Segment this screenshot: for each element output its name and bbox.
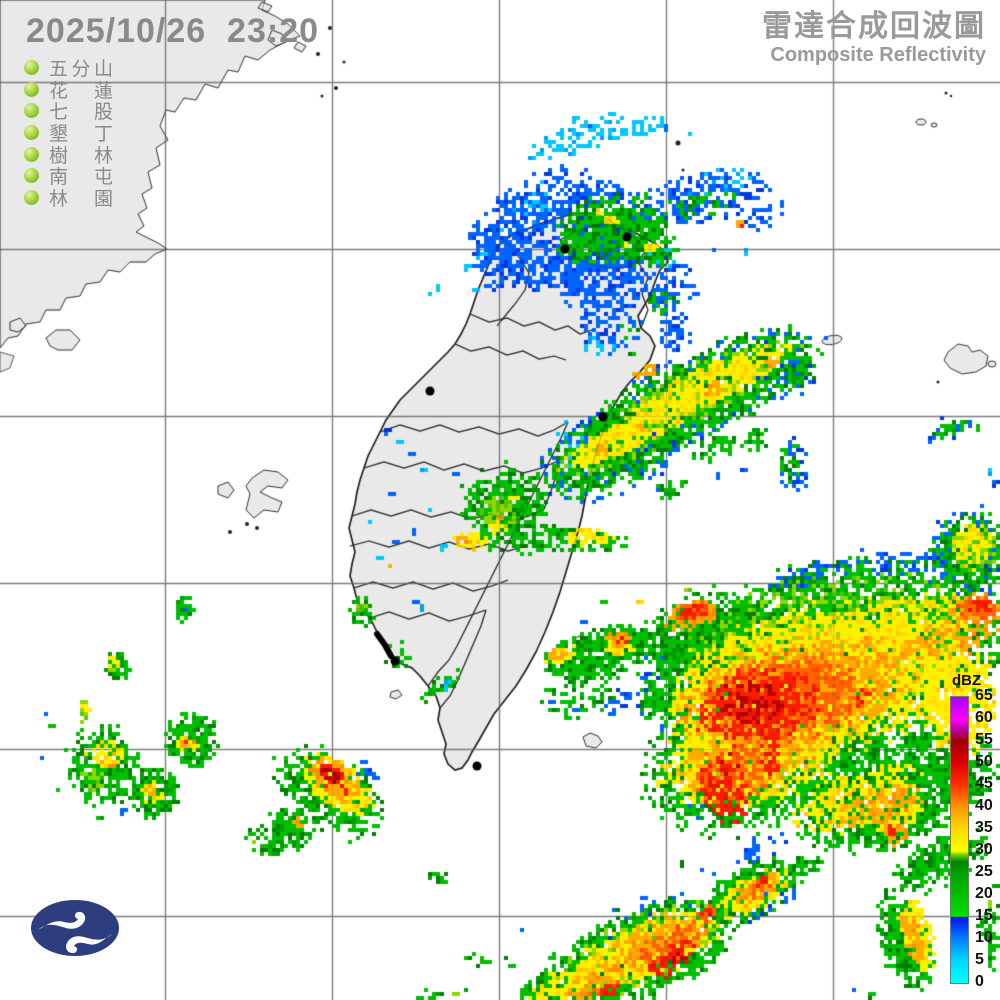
dbz-tick-label: 35 xyxy=(975,819,993,836)
station-name: 南屯 xyxy=(49,167,113,189)
logo-wave-upper xyxy=(38,911,86,930)
station-item: 樹林 xyxy=(24,143,113,167)
station-item: 林園 xyxy=(24,187,113,210)
dbz-tick-label: 25 xyxy=(975,863,993,880)
dbz-tick-label: 55 xyxy=(975,731,993,748)
station-name: 五分山 xyxy=(49,59,113,81)
station-dot-icon xyxy=(24,125,39,141)
station-item: 花蓮 xyxy=(24,79,113,102)
station-legend: 五分山花蓮七股墾丁樹林南屯林園 xyxy=(24,57,113,210)
title-block: 雷達合成回波圖 Composite Reflectivity xyxy=(762,10,986,66)
weather-bureau-logo xyxy=(31,900,119,956)
dbz-tick-label: 0 xyxy=(975,973,984,990)
dbz-tick-label: 5 xyxy=(975,951,984,968)
dbz-gradient-bar xyxy=(950,696,969,984)
station-name: 林園 xyxy=(49,188,113,210)
dbz-tick-label: 20 xyxy=(975,885,993,902)
station-item: 南屯 xyxy=(24,165,113,189)
station-dot-icon xyxy=(24,103,39,119)
dbz-tick-label: 30 xyxy=(975,841,993,858)
station-item: 墾丁 xyxy=(24,122,113,146)
dbz-tick-label: 15 xyxy=(975,907,993,924)
dbz-tick-label: 50 xyxy=(975,753,993,770)
dbz-tick-label: 65 xyxy=(975,687,993,704)
station-dot-icon xyxy=(24,60,39,76)
dbz-tick-label: 10 xyxy=(975,929,993,946)
page-subtitle: Composite Reflectivity xyxy=(770,44,986,66)
dbz-color-scale: dBZ 65 60 55 50 45 40 35 30 25 20 15 10 5 0 xyxy=(948,672,1000,992)
station-name: 樹林 xyxy=(49,145,113,167)
logo-wave-lower xyxy=(65,934,112,954)
page-title: 雷達合成回波圖 xyxy=(762,10,986,43)
station-dot-icon xyxy=(24,81,39,97)
dbz-tick-label: 60 xyxy=(975,709,993,726)
station-dot-icon xyxy=(24,168,39,184)
station-dot-icon xyxy=(24,189,39,205)
station-item: 七股 xyxy=(24,100,113,124)
station-name: 墾丁 xyxy=(49,124,113,146)
dbz-unit-label: dBZ xyxy=(952,672,982,689)
timestamp: 2025/10/26 23:20 xyxy=(26,12,320,50)
dbz-tick-label: 45 xyxy=(975,775,993,792)
station-dot-icon xyxy=(24,146,39,162)
station-name: 花蓮 xyxy=(49,80,113,102)
station-item: 五分山 xyxy=(24,57,113,81)
dbz-tick-label: 40 xyxy=(975,797,993,814)
station-name: 七股 xyxy=(49,102,113,124)
